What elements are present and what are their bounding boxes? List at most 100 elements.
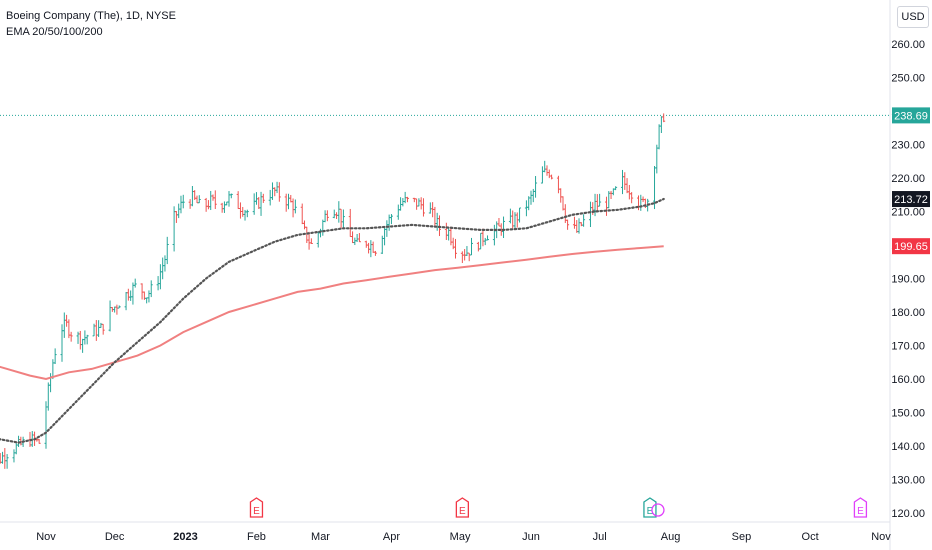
ohlc-bar — [351, 231, 355, 244]
ohlc-bar — [620, 169, 624, 195]
price-tag: 199.65 — [892, 238, 930, 255]
ohlc-bar — [14, 442, 18, 455]
x-tick-label: Aug — [661, 531, 681, 543]
currency-button[interactable]: USD — [897, 6, 929, 28]
ohlc-bar — [305, 226, 309, 244]
ohlc-bar — [465, 246, 469, 256]
ohlc-bar — [323, 210, 327, 223]
earnings-event-icon[interactable]: E — [249, 497, 264, 518]
ohlc-bar — [593, 193, 597, 217]
ohlc-bar — [566, 219, 570, 230]
ohlc-bar — [69, 331, 73, 342]
ohlc-bar — [195, 195, 199, 204]
ohlc-bar — [357, 233, 361, 243]
ohlc-bar — [364, 240, 368, 248]
earnings-event-icon[interactable]: E — [455, 497, 470, 518]
ohlc-bar — [12, 449, 16, 463]
ohlc-bar — [60, 324, 64, 362]
earnings-event-icon[interactable]: E — [643, 497, 665, 518]
ohlc-bar — [399, 197, 403, 211]
ohlc-bar — [124, 292, 128, 311]
ohlc-bar — [81, 338, 85, 353]
earnings-event-icon[interactable]: E — [853, 497, 868, 518]
ohlc-bar — [261, 193, 265, 203]
symbol-title[interactable]: Boeing Company (The), 1D, NYSE — [6, 10, 176, 22]
x-tick-label: Nov — [36, 531, 56, 543]
ohlc-bar — [204, 197, 208, 212]
earnings-event-label: E — [459, 506, 466, 517]
ohlc-bar — [415, 198, 419, 210]
x-tick-label: Sep — [732, 531, 752, 543]
ohlc-bar — [161, 257, 165, 280]
ohlc-bar — [595, 194, 599, 213]
ohlc-bar — [355, 233, 359, 242]
x-tick-label: Nov — [871, 531, 891, 543]
ohlc-bar — [190, 186, 194, 207]
ohlc-bar — [101, 323, 105, 335]
ohlc-bar — [227, 191, 231, 207]
ohlc-bar — [174, 211, 178, 223]
ohlc-bar — [319, 228, 323, 238]
ohlc-bar — [479, 232, 483, 250]
ohlc-bar — [129, 290, 133, 301]
ohlc-bar — [273, 187, 277, 197]
y-tick-label: 160.00 — [891, 374, 925, 386]
y-tick-label: 250.00 — [891, 73, 925, 85]
indicator-label[interactable]: EMA 20/50/100/200 — [6, 26, 103, 38]
ohlc-bar — [396, 204, 400, 220]
y-tick-label: 210.00 — [891, 207, 925, 219]
ohlc-bar — [497, 218, 501, 227]
ohlc-bar — [481, 228, 485, 247]
ohlc-bar — [575, 220, 579, 233]
ohlc-bar — [259, 191, 263, 216]
ohlc-bar — [476, 241, 480, 252]
ohlc-bar — [623, 172, 627, 190]
ohlc-bar — [147, 290, 151, 303]
ohlc-bar — [325, 210, 329, 222]
ohlc-bar — [428, 202, 432, 214]
ohlc-bar — [492, 224, 496, 246]
ohlc-bar — [524, 200, 528, 217]
ohlc-bar — [270, 182, 274, 200]
ohlc-bar — [662, 113, 666, 123]
y-tick-label: 180.00 — [891, 307, 925, 319]
ohlc-bar — [367, 242, 371, 254]
ohlc-bar — [85, 334, 89, 345]
ema-short-line — [0, 197, 665, 444]
ohlc-bar — [385, 220, 389, 237]
ohlc-bar — [303, 220, 307, 230]
ohlc-bar — [65, 314, 69, 327]
ohlc-bar — [453, 238, 457, 259]
ohlc-bar — [604, 196, 608, 216]
ohlc-bar — [486, 235, 490, 241]
ohlc-bar — [277, 182, 281, 202]
ohlc-bar — [421, 198, 425, 217]
ohlc-bar — [158, 264, 162, 290]
ohlc-bar — [540, 166, 544, 184]
chart-legend: Boeing Company (The), 1D, NYSE EMA 20/50… — [6, 8, 176, 40]
ohlc-bar — [371, 241, 375, 253]
x-tick-label: 2023 — [173, 531, 197, 543]
ohlc-bar — [126, 288, 130, 301]
ohlc-bar — [145, 297, 149, 304]
ohlc-bar — [614, 186, 618, 191]
x-tick-label: Apr — [383, 531, 400, 543]
ohlc-bar — [140, 283, 144, 300]
ohlc-bar — [337, 201, 341, 223]
ohlc-bar — [559, 188, 563, 203]
ohlc-bar — [518, 207, 522, 223]
earnings-event-label: E — [857, 506, 864, 517]
ohlc-bar — [286, 193, 290, 210]
x-tick-label: Feb — [247, 531, 266, 543]
ohlc-bar — [550, 174, 554, 180]
ohlc-bar — [659, 116, 663, 134]
ohlc-bar — [257, 197, 261, 209]
ohlc-bar — [417, 198, 421, 207]
ohlc-bar — [275, 181, 279, 194]
ohlc-bar — [245, 209, 249, 218]
ohlc-bar — [577, 218, 581, 234]
ohlc-bar — [241, 206, 245, 217]
ohlc-bar — [78, 330, 82, 350]
ohlc-bar — [470, 237, 474, 256]
